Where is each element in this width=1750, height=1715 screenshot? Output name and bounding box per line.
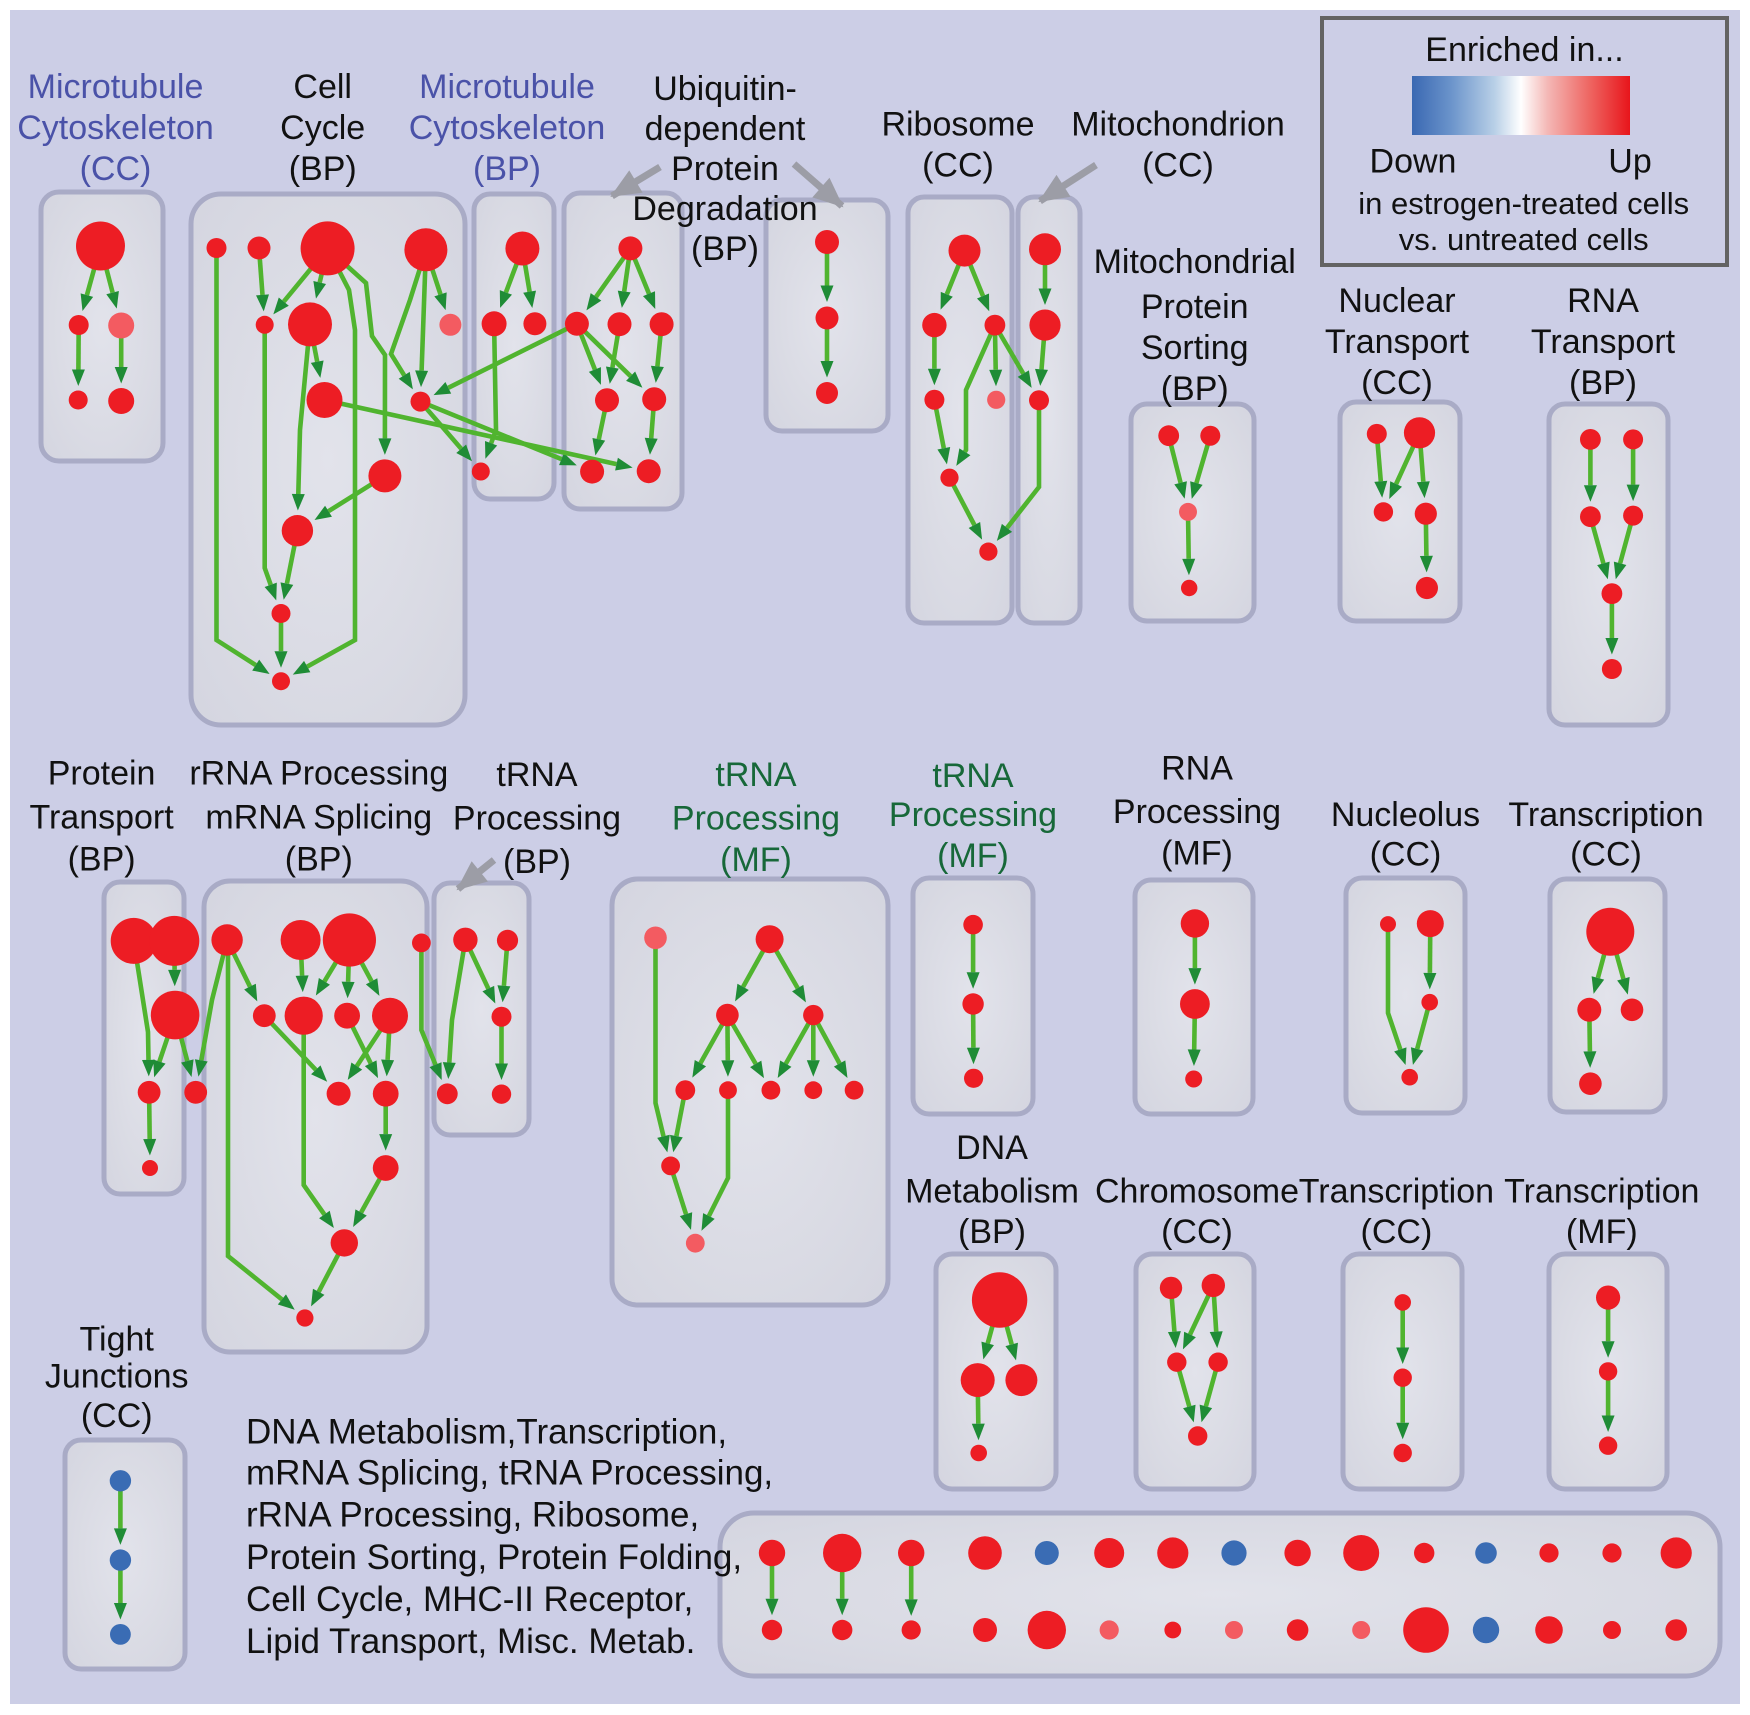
svg-text:Microtubule: Microtubule [28, 68, 204, 106]
svg-text:(MF): (MF) [1566, 1213, 1638, 1251]
svg-text:(MF): (MF) [937, 837, 1009, 875]
svg-text:(BP): (BP) [285, 841, 353, 879]
svg-text:Chromosome: Chromosome [1095, 1173, 1299, 1211]
svg-text:Lipid Transport, Misc. Metab.: Lipid Transport, Misc. Metab. [246, 1622, 695, 1661]
svg-text:tRNA: tRNA [932, 757, 1014, 795]
svg-text:dependent: dependent [645, 110, 806, 148]
svg-text:Tight: Tight [80, 1320, 155, 1358]
svg-text:Metabolism: Metabolism [905, 1173, 1079, 1211]
svg-text:(MF): (MF) [720, 841, 792, 879]
svg-text:mRNA Splicing, tRNA Processing: mRNA Splicing, tRNA Processing, [246, 1453, 773, 1492]
svg-text:(CC): (CC) [80, 150, 152, 188]
svg-text:Transport: Transport [1325, 323, 1470, 361]
svg-text:rRNA Processing: rRNA Processing [189, 755, 448, 793]
svg-text:Ribosome: Ribosome [881, 106, 1034, 144]
svg-text:RNA: RNA [1161, 750, 1233, 788]
svg-text:DNA: DNA [956, 1129, 1028, 1167]
svg-text:Mitochondrial: Mitochondrial [1094, 243, 1296, 281]
svg-text:Mitochondrion: Mitochondrion [1071, 106, 1285, 144]
svg-text:RNA: RNA [1567, 282, 1639, 320]
svg-text:(BP): (BP) [691, 230, 759, 268]
svg-text:tRNA: tRNA [715, 756, 797, 794]
svg-text:(CC): (CC) [81, 1397, 153, 1435]
svg-text:Down: Down [1370, 143, 1457, 181]
svg-text:Processing: Processing [672, 800, 840, 838]
svg-text:Microtubule: Microtubule [419, 68, 595, 106]
svg-text:Transcription: Transcription [1504, 1173, 1699, 1211]
svg-text:(CC): (CC) [1361, 1213, 1433, 1251]
svg-text:Protein Sorting, Protein Foldi: Protein Sorting, Protein Folding, [246, 1538, 742, 1577]
svg-text:Degradation: Degradation [632, 190, 817, 228]
svg-text:(BP): (BP) [289, 150, 357, 188]
svg-text:(BP): (BP) [1161, 370, 1229, 408]
svg-text:Cytoskeleton: Cytoskeleton [17, 109, 214, 147]
svg-text:rRNA Processing, Ribosome,: rRNA Processing, Ribosome, [246, 1496, 699, 1535]
svg-text:(MF): (MF) [1161, 834, 1233, 872]
svg-text:Nuclear: Nuclear [1338, 282, 1455, 320]
svg-text:Up: Up [1608, 143, 1651, 181]
svg-text:(CC): (CC) [922, 147, 994, 185]
svg-text:tRNA: tRNA [496, 756, 578, 794]
svg-text:(CC): (CC) [1161, 1213, 1233, 1251]
svg-text:Transport: Transport [29, 798, 174, 836]
svg-text:(BP): (BP) [1569, 364, 1637, 402]
svg-text:(BP): (BP) [503, 843, 571, 881]
svg-text:Processing: Processing [889, 796, 1057, 834]
svg-text:Cell Cycle, MHC-II Receptor,: Cell Cycle, MHC-II Receptor, [246, 1580, 693, 1619]
svg-text:(CC): (CC) [1142, 147, 1214, 185]
svg-text:Transcription: Transcription [1508, 796, 1703, 834]
svg-text:Processing: Processing [453, 800, 621, 838]
svg-text:Protein: Protein [48, 755, 156, 793]
svg-text:(BP): (BP) [958, 1213, 1026, 1251]
svg-text:Cell: Cell [293, 68, 352, 106]
svg-text:Enriched in...: Enriched in... [1425, 31, 1623, 69]
svg-text:Junctions: Junctions [45, 1358, 189, 1396]
svg-text:Protein: Protein [671, 150, 779, 188]
svg-text:Cycle: Cycle [280, 109, 365, 147]
svg-text:(BP): (BP) [473, 150, 541, 188]
svg-text:Transcription: Transcription [1299, 1173, 1494, 1211]
svg-text:DNA Metabolism,Transcription,: DNA Metabolism,Transcription, [246, 1413, 727, 1452]
svg-text:(CC): (CC) [1361, 364, 1433, 402]
svg-text:Transport: Transport [1531, 323, 1676, 361]
svg-text:Sorting: Sorting [1141, 329, 1249, 367]
svg-text:(CC): (CC) [1370, 835, 1442, 873]
svg-text:Protein: Protein [1141, 288, 1249, 326]
svg-text:mRNA Splicing: mRNA Splicing [205, 798, 432, 836]
svg-text:Processing: Processing [1113, 793, 1281, 831]
svg-text:Cytoskeleton: Cytoskeleton [409, 109, 606, 147]
svg-text:(CC): (CC) [1570, 835, 1642, 873]
svg-text:vs. untreated cells: vs. untreated cells [1399, 222, 1649, 257]
svg-text:Ubiquitin-: Ubiquitin- [653, 70, 797, 108]
svg-text:in estrogen-treated cells: in estrogen-treated cells [1358, 186, 1689, 221]
svg-text:Nucleolus: Nucleolus [1331, 796, 1480, 834]
svg-text:(BP): (BP) [68, 841, 136, 879]
